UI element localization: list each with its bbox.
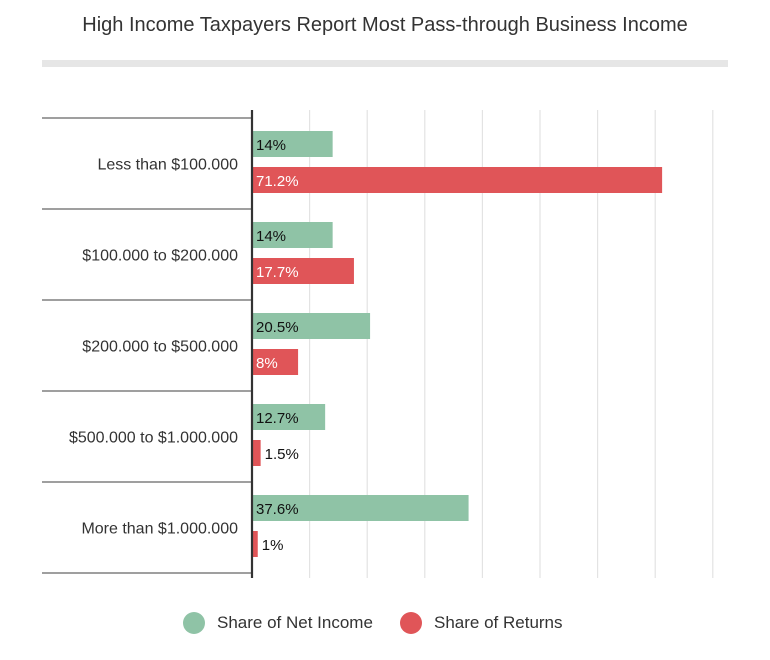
legend-swatch-net-income bbox=[183, 612, 205, 634]
bar bbox=[252, 404, 326, 430]
category-label: $200.000 to $500.000 bbox=[82, 339, 238, 356]
bar bbox=[252, 313, 371, 339]
category-label: $500.000 to $1.000.000 bbox=[69, 430, 238, 447]
chart-title: High Income Taxpayers Report Most Pass-t… bbox=[82, 14, 688, 36]
data-label: 14% bbox=[256, 228, 286, 245]
bar-chart: Less than $100.000 14% 71.2% $100.000 to $2… bbox=[42, 110, 714, 578]
category-label: Less than $100.000 bbox=[97, 157, 238, 174]
bar bbox=[252, 440, 261, 466]
legend-swatch-returns bbox=[400, 612, 422, 634]
category-label: $100.000 to $200.000 bbox=[82, 248, 238, 265]
legend-label-net-income: Share of Net Income bbox=[217, 613, 373, 632]
title-divider bbox=[42, 60, 728, 67]
data-label: 71.2% bbox=[256, 173, 299, 190]
category-label: More than $1.000.000 bbox=[81, 521, 238, 538]
data-label: 37.6% bbox=[256, 501, 299, 518]
legend-label-returns: Share of Returns bbox=[434, 613, 563, 632]
bar bbox=[252, 131, 333, 157]
legend-item-net-income: Share of Net Income bbox=[183, 612, 373, 634]
data-label: 17.7% bbox=[256, 264, 299, 281]
bar bbox=[252, 167, 663, 193]
bar bbox=[252, 258, 354, 284]
bar bbox=[252, 222, 333, 248]
legend: Share of Net Income Share of Returns bbox=[0, 612, 770, 638]
data-label: 1% bbox=[262, 537, 284, 554]
data-label: 14% bbox=[256, 137, 286, 154]
legend-item-returns: Share of Returns bbox=[400, 612, 563, 634]
data-label: 8% bbox=[256, 355, 278, 372]
data-label: 1.5% bbox=[265, 446, 299, 463]
data-label: 12.7% bbox=[256, 410, 299, 427]
bar bbox=[252, 531, 258, 557]
data-label: 20.5% bbox=[256, 319, 299, 336]
bar bbox=[252, 349, 299, 375]
bar bbox=[252, 495, 469, 521]
